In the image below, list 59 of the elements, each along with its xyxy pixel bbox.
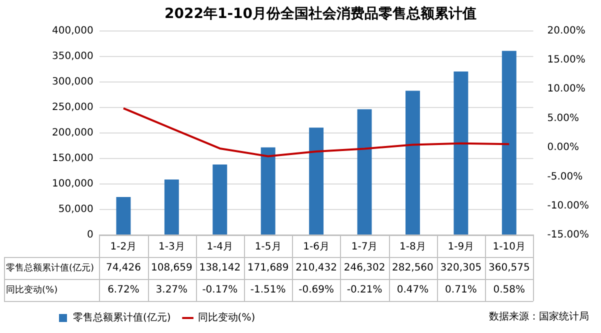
y-tick-label: 50,000	[58, 204, 94, 216]
y2-tick-label: -5.00%	[547, 171, 583, 182]
bar	[357, 109, 372, 234]
bar	[212, 164, 228, 234]
y2-tick-label: 20.00%	[547, 25, 586, 36]
bar	[502, 50, 516, 234]
data-label: 282,560	[392, 262, 434, 274]
y-tick-label: 0	[86, 230, 94, 241]
data-label: -0.69%	[298, 284, 334, 296]
y-tick-label: 300,000	[52, 76, 94, 88]
x-tick-label: 1-10月	[492, 242, 526, 253]
y2-tick-label: 10.00%	[547, 84, 586, 95]
data-label: 210,432	[296, 262, 337, 274]
data-label: 6.72%	[108, 284, 140, 296]
x-tick-label: 1-3月	[158, 242, 185, 253]
y-tick-label: 100,000	[52, 178, 94, 190]
y-tick-label: 400,000	[52, 25, 94, 36]
y2-tick-label: 5.00%	[547, 112, 580, 124]
text: 零售总额累计值(亿元)	[6, 263, 94, 274]
y-tick-label: 200,000	[52, 127, 94, 138]
y2-tick-label: -15.00%	[547, 230, 590, 241]
bar	[309, 128, 324, 234]
x-tick-label: 1-8月	[400, 242, 426, 253]
data-label: 0.47%	[396, 284, 429, 296]
data-label: -0.21%	[346, 284, 382, 296]
text: 同比变动(%)	[6, 285, 58, 296]
y2-tick-label: -10.00%	[547, 200, 590, 212]
x-tick-label: 1-9月	[448, 242, 474, 253]
data-label: 0.71%	[445, 284, 477, 296]
legend-label: 零售总额累计值(亿元)	[73, 312, 171, 324]
data-label: 320,305	[440, 262, 482, 274]
x-tick-label: 1-4月	[206, 242, 234, 253]
y-tick-label: 350,000	[52, 50, 94, 62]
x-tick-label: 1-7月	[351, 242, 378, 253]
y2-tick-label: 0.00%	[547, 142, 580, 154]
legend-label: 同比变动(%)	[198, 312, 256, 324]
source-note: 数据来源：国家统计局	[489, 310, 589, 323]
x-tick-label: 1-2月	[110, 242, 137, 253]
y-tick-label: 150,000	[52, 153, 94, 164]
bar	[454, 71, 468, 234]
data-label: 171,689	[247, 262, 289, 274]
bar	[406, 90, 420, 234]
x-tick-label: 1-6月	[303, 242, 330, 253]
bar	[164, 180, 179, 234]
y-tick-label: 250,000	[52, 102, 94, 113]
data-label: 0.58%	[493, 284, 526, 296]
data-label: 108,659	[150, 262, 192, 274]
bar	[116, 197, 131, 234]
data-label: 3.27%	[156, 284, 188, 296]
chart-title: 2022年1-10月份全国社会消费品零售总额累计值	[164, 5, 476, 22]
bar	[260, 147, 276, 234]
x-tick-label: 1-5月	[254, 242, 282, 253]
data-label: -1.51%	[250, 284, 286, 296]
data-label: 74,426	[106, 262, 141, 274]
data-label: -0.17%	[202, 284, 238, 296]
data-label: 138,142	[199, 262, 241, 274]
data-label: 360,575	[488, 262, 530, 274]
data-label: 246,302	[344, 262, 386, 274]
y2-tick-label: 15.00%	[547, 54, 586, 66]
